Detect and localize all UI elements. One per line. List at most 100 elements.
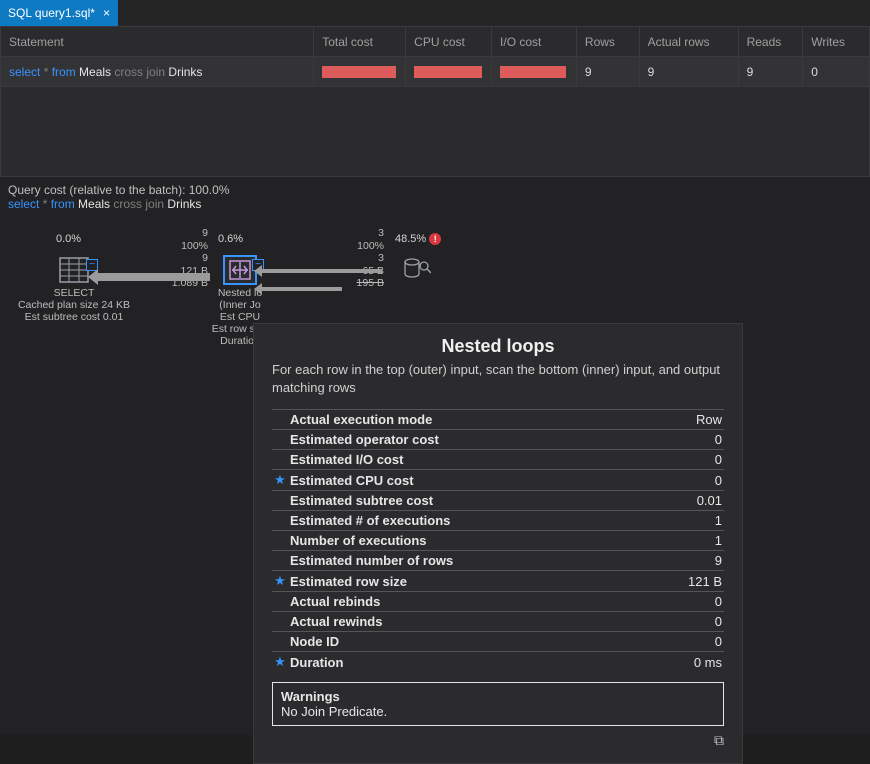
prop-value: 0.01 — [643, 491, 724, 511]
prop-label: Actual rebinds — [288, 592, 643, 612]
tab-bar: SQL query1.sql* × — [0, 0, 870, 26]
prop-label: Estimated # of executions — [288, 511, 643, 531]
tooltip-row: Estimated operator cost0 — [272, 430, 724, 450]
plan-node-scan[interactable] — [392, 253, 442, 287]
plan-header: Query cost (relative to the batch): 100.… — [0, 177, 870, 215]
prop-label: Estimated row size — [288, 571, 643, 592]
prop-value: 9 — [643, 551, 724, 571]
col-cpu-cost: CPU cost — [406, 27, 492, 57]
col-statement: Statement — [1, 27, 314, 57]
table-scan-icon — [400, 255, 434, 285]
prop-value: 0 — [643, 450, 724, 470]
reads-cell: 9 — [738, 57, 803, 87]
actual-rows-cell: 9 — [639, 57, 738, 87]
col-rows: Rows — [576, 27, 639, 57]
star-icon — [272, 531, 288, 551]
prop-label: Estimated number of rows — [288, 551, 643, 571]
plan-canvas[interactable]: 0.0% 0.6% 48.5%! 9 100% 9 121 B 1.089 B … — [0, 215, 870, 735]
node-line: Cached plan size 24 KB — [14, 299, 134, 311]
warnings-label: Warnings — [281, 689, 340, 704]
node-select-pct: 0.0% — [56, 233, 81, 245]
prop-label: Estimated operator cost — [288, 430, 643, 450]
tooltip-row: Actual rewinds0 — [272, 612, 724, 632]
prop-value: 121 B — [643, 571, 724, 592]
plan-arrow — [262, 287, 342, 291]
prop-value: 0 — [643, 592, 724, 612]
total-cost-cell — [314, 57, 406, 87]
grid-empty-area — [0, 87, 870, 177]
col-reads: Reads — [738, 27, 803, 57]
tooltip-row: Estimated number of rows9 — [272, 551, 724, 571]
prop-label: Estimated I/O cost — [288, 450, 643, 470]
plan-arrow — [98, 273, 210, 281]
plan-node-select[interactable]: SELECT Cached plan size 24 KB Est subtre… — [14, 253, 134, 323]
col-actual-rows: Actual rows — [639, 27, 738, 57]
close-icon[interactable]: × — [103, 7, 110, 19]
node-title: SELECT — [14, 287, 134, 299]
prop-label: Duration — [288, 652, 643, 673]
col-writes: Writes — [803, 27, 870, 57]
cpu-cost-bar — [414, 66, 482, 78]
star-icon — [272, 511, 288, 531]
node-scan-stats: 3 100% 3 65 B 195 B — [344, 227, 384, 290]
star-icon — [272, 491, 288, 511]
prop-value: 1 — [643, 511, 724, 531]
prop-value: 0 — [643, 470, 724, 491]
node-line: Est subtree cost 0.01 — [14, 311, 134, 323]
statement-grid: Statement Total cost CPU cost I/O cost R… — [0, 26, 870, 87]
tooltip-row: ★Estimated row size121 B — [272, 571, 724, 592]
node-line: (Inner Jo — [200, 299, 280, 311]
prop-value: 0 ms — [643, 652, 724, 673]
query-cost-line: Query cost (relative to the batch): 100.… — [8, 183, 862, 197]
prop-value: Row — [643, 410, 724, 430]
star-icon — [272, 430, 288, 450]
tab-sql-query1[interactable]: SQL query1.sql* × — [0, 0, 118, 26]
tooltip-row: ★Duration0 ms — [272, 652, 724, 673]
prop-value: 1 — [643, 531, 724, 551]
prop-label: Estimated subtree cost — [288, 491, 643, 511]
prop-label: Number of executions — [288, 531, 643, 551]
star-icon — [272, 450, 288, 470]
tooltip-row: Node ID0 — [272, 632, 724, 652]
tooltip-warnings: Warnings No Join Predicate. — [272, 682, 724, 726]
tooltip-row: Estimated subtree cost0.01 — [272, 491, 724, 511]
warning-icon: ! — [429, 233, 441, 245]
tab-title: SQL query1.sql* — [8, 6, 95, 20]
tooltip-row: Actual rebinds0 — [272, 592, 724, 612]
star-icon — [272, 612, 288, 632]
plan-sql: select * from Meals cross join Drinks — [8, 197, 862, 211]
star-icon — [272, 551, 288, 571]
cpu-cost-cell — [406, 57, 492, 87]
io-cost-bar — [500, 66, 566, 78]
table-row[interactable]: select * from Meals cross join Drinks 9 … — [1, 57, 870, 87]
star-icon: ★ — [272, 652, 288, 673]
tooltip-row: ★Estimated CPU cost0 — [272, 470, 724, 491]
node-nested-pct: 0.6% — [218, 233, 243, 245]
tooltip-properties: Actual execution modeRowEstimated operat… — [272, 409, 724, 672]
tooltip-row: Estimated I/O cost0 — [272, 450, 724, 470]
tooltip-row: Number of executions1 — [272, 531, 724, 551]
star-icon: ★ — [272, 571, 288, 592]
col-io-cost: I/O cost — [492, 27, 577, 57]
plan-arrow — [262, 269, 382, 273]
node-scan-pct: 48.5%! — [395, 233, 441, 245]
node-tooltip: Nested loops For each row in the top (ou… — [253, 323, 743, 764]
prop-value: 0 — [643, 632, 724, 652]
copy-icon[interactable]: ⧉ — [272, 732, 724, 749]
io-cost-cell — [492, 57, 577, 87]
prop-label: Actual rewinds — [288, 612, 643, 632]
tooltip-title: Nested loops — [272, 336, 724, 357]
star-icon — [272, 592, 288, 612]
node-line: Est CPU — [200, 311, 280, 323]
star-icon: ★ — [272, 470, 288, 491]
tooltip-desc: For each row in the top (outer) input, s… — [272, 361, 724, 397]
col-total-cost: Total cost — [314, 27, 406, 57]
statement-cell: select * from Meals cross join Drinks — [1, 57, 314, 87]
prop-label: Actual execution mode — [288, 410, 643, 430]
prop-label: Node ID — [288, 632, 643, 652]
writes-cell: 0 — [803, 57, 870, 87]
star-icon — [272, 632, 288, 652]
total-cost-bar — [322, 66, 396, 78]
prop-value: 0 — [643, 612, 724, 632]
tooltip-row: Estimated # of executions1 — [272, 511, 724, 531]
